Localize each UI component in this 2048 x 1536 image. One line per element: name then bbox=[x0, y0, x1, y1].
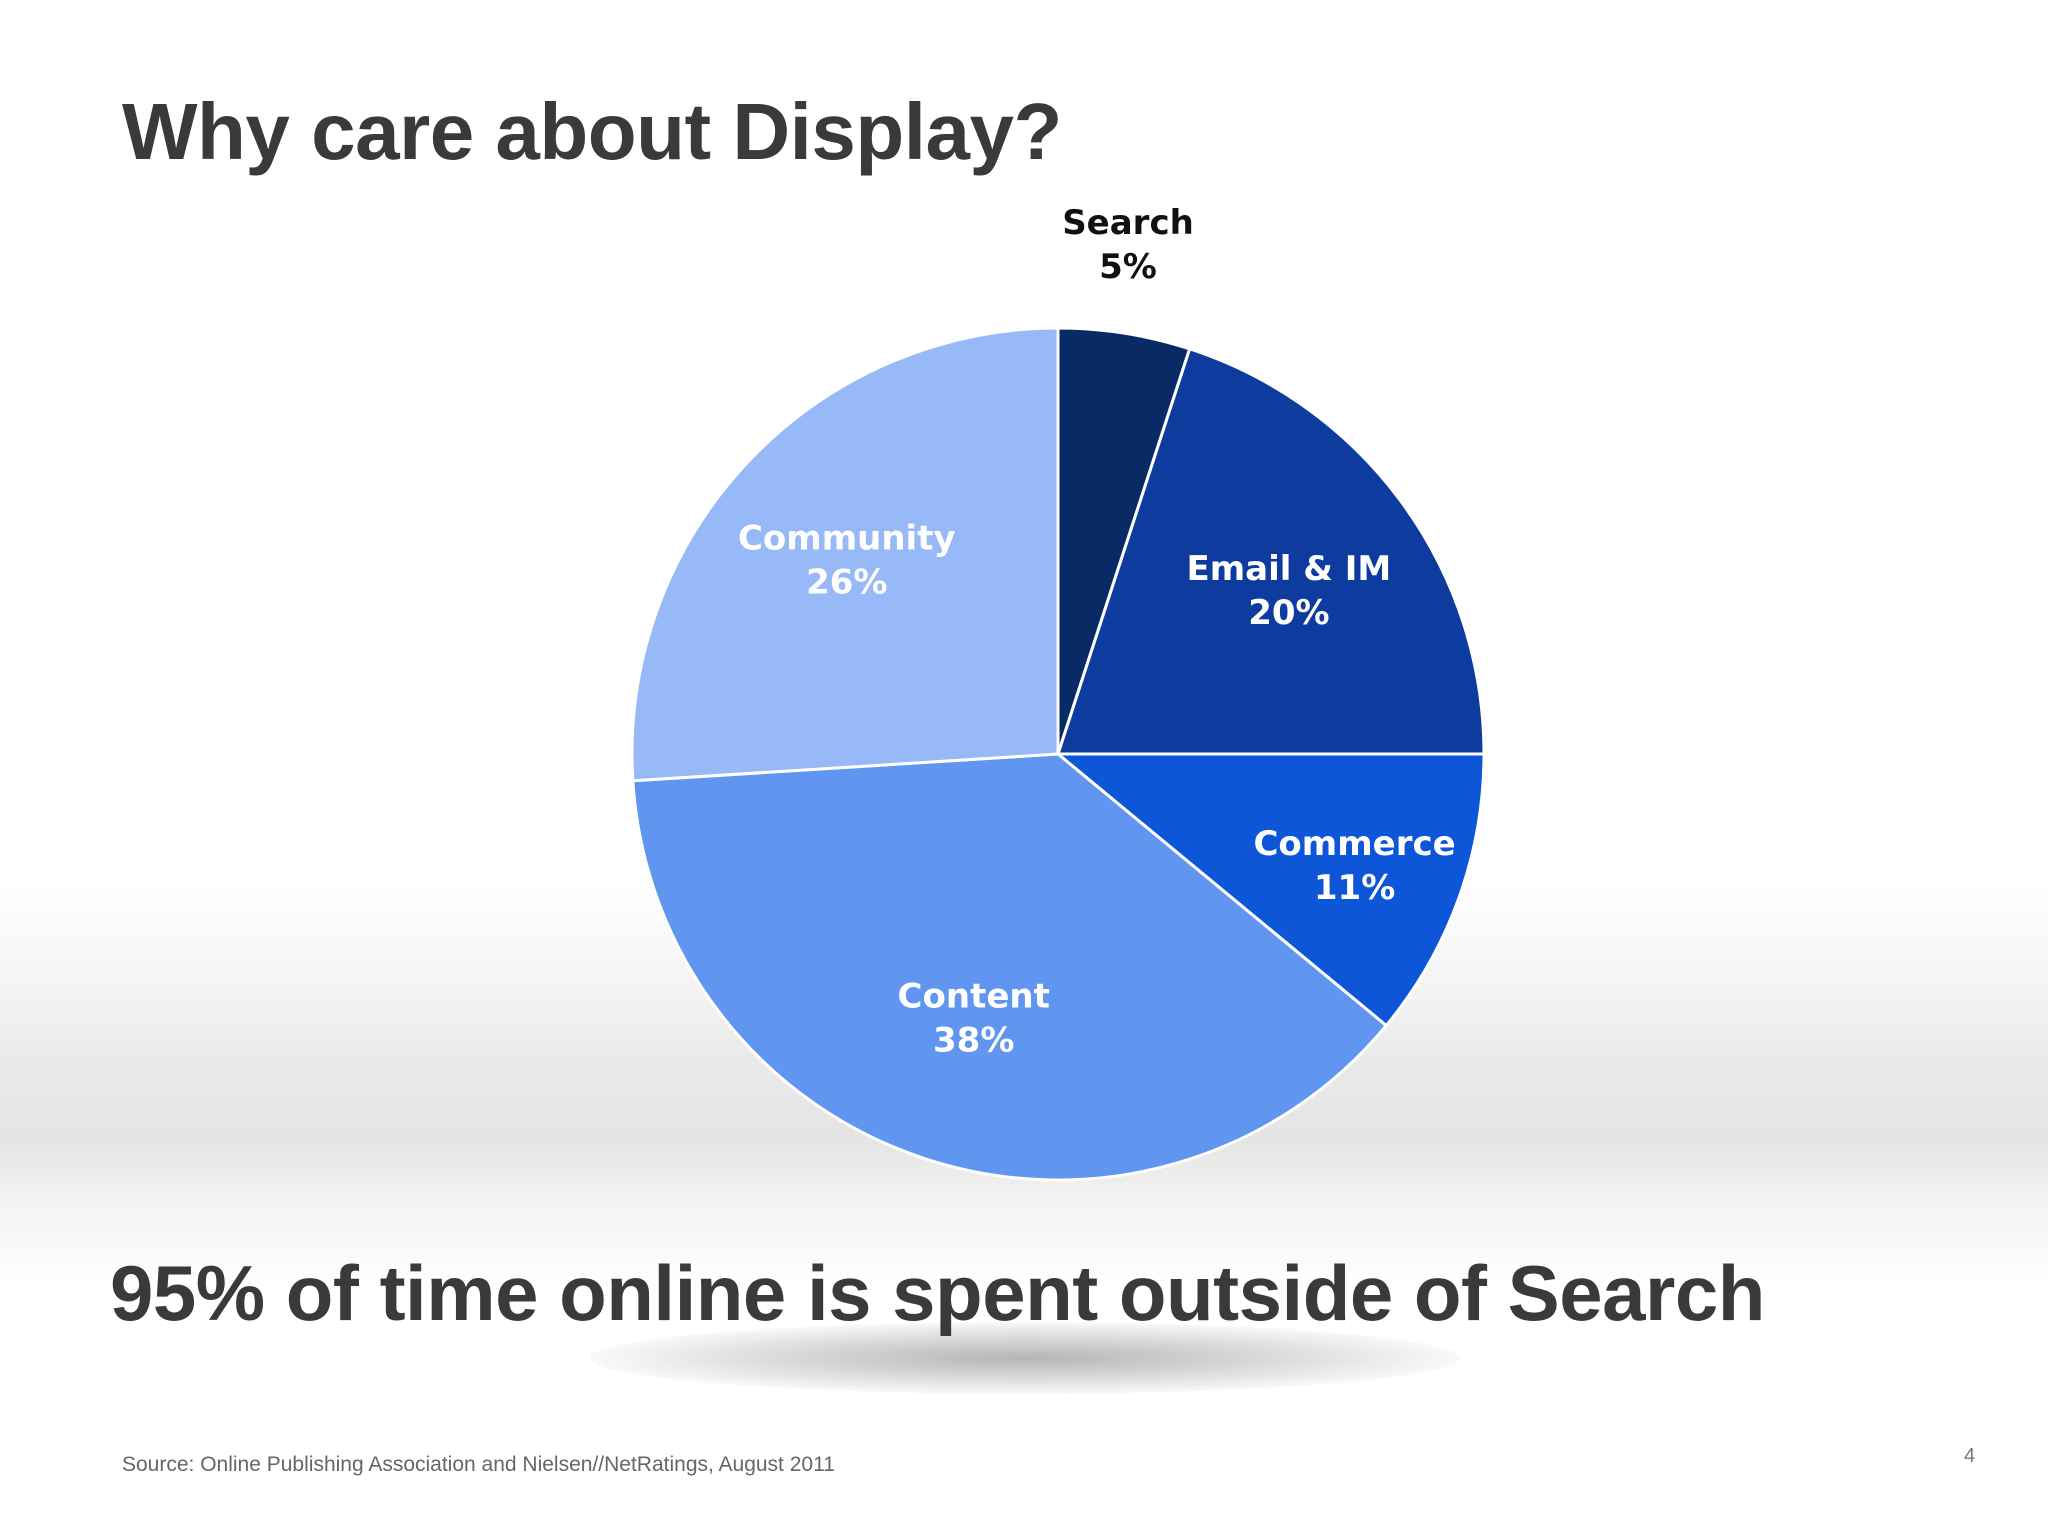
page-number: 4 bbox=[1964, 1445, 1976, 1467]
pie-label-value: 26% bbox=[806, 563, 887, 603]
pie-label-value: 38% bbox=[933, 1020, 1014, 1060]
pie-label-category: Content bbox=[898, 976, 1050, 1016]
headline: 95% of time online is spent outside of S… bbox=[110, 1249, 1765, 1337]
pie-slice-community bbox=[630, 326, 1060, 783]
pie-slice-commerce bbox=[1056, 752, 1486, 1028]
pie-label-category: Community bbox=[738, 519, 956, 559]
pie-label-search: Search 5% bbox=[1062, 203, 1194, 287]
pie-slice-content bbox=[631, 752, 1388, 1182]
pie-slice-email-im bbox=[1056, 347, 1486, 756]
pie-label-content: Content 38% bbox=[898, 976, 1050, 1060]
pie-shadow bbox=[590, 1322, 1460, 1394]
pie-label-email-im: Email & IM 20% bbox=[1187, 549, 1392, 633]
source-note: Source: Online Publishing Association an… bbox=[122, 1453, 835, 1476]
pie-label-value: 20% bbox=[1248, 593, 1329, 633]
pie-labels: Search 5% Email & IM 20% Commerce 11% Content 3… bbox=[738, 203, 1456, 1060]
pie-label-value: 11% bbox=[1314, 868, 1395, 908]
slide-title: Why care about Display? bbox=[122, 87, 1062, 176]
pie-label-category: Search bbox=[1062, 203, 1194, 243]
pie-slices bbox=[630, 326, 1486, 1182]
pie-label-community: Community 26% bbox=[738, 519, 956, 603]
pie-label-category: Email & IM bbox=[1187, 549, 1392, 589]
pie-label-category: Commerce bbox=[1253, 824, 1455, 864]
pie-label-value: 5% bbox=[1099, 247, 1157, 287]
pie-label-commerce: Commerce 11% bbox=[1253, 824, 1455, 908]
